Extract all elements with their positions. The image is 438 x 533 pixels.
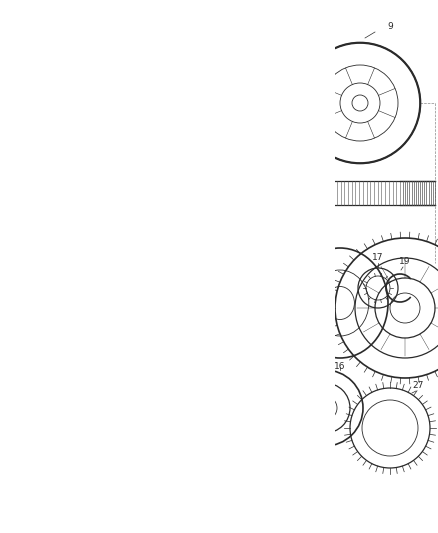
Wedge shape xyxy=(357,163,364,171)
Text: 7: 7 xyxy=(269,83,275,92)
Text: 23: 23 xyxy=(150,372,162,381)
Circle shape xyxy=(207,190,213,196)
Circle shape xyxy=(103,281,127,305)
Text: 17: 17 xyxy=(372,253,384,262)
Text: 13: 13 xyxy=(137,342,149,351)
Text: 22: 22 xyxy=(113,380,124,389)
Wedge shape xyxy=(310,53,318,61)
Wedge shape xyxy=(403,53,410,61)
Text: 10: 10 xyxy=(214,166,226,175)
Text: 16: 16 xyxy=(334,362,346,371)
Wedge shape xyxy=(403,146,410,153)
Text: 15: 15 xyxy=(234,221,246,230)
Text: 14: 14 xyxy=(172,244,184,253)
Text: 5: 5 xyxy=(175,57,181,66)
Text: 19: 19 xyxy=(399,257,411,266)
Text: 6: 6 xyxy=(229,70,235,79)
Text: 11: 11 xyxy=(7,168,19,177)
Text: 14: 14 xyxy=(295,244,307,253)
Text: 27: 27 xyxy=(412,381,424,390)
Wedge shape xyxy=(357,35,364,43)
Text: 20: 20 xyxy=(51,439,63,448)
Text: 2: 2 xyxy=(49,74,55,83)
Wedge shape xyxy=(310,146,318,153)
Bar xyxy=(288,94,318,132)
Text: 9: 9 xyxy=(387,22,393,31)
Text: 25: 25 xyxy=(250,429,261,438)
Text: 8: 8 xyxy=(300,80,306,89)
Text: 4: 4 xyxy=(127,81,133,90)
Text: FRONT & REAR PLANET PINION CARRIER GEARS: FRONT & REAR PLANET PINION CARRIER GEARS xyxy=(18,495,251,505)
Text: 3: 3 xyxy=(94,77,100,86)
Text: 24: 24 xyxy=(212,387,224,396)
Circle shape xyxy=(118,290,140,312)
Text: 26: 26 xyxy=(324,355,336,364)
Circle shape xyxy=(90,290,112,312)
Text: 12: 12 xyxy=(104,241,116,250)
Text: 1: 1 xyxy=(19,90,25,99)
Circle shape xyxy=(104,266,126,288)
Text: 21: 21 xyxy=(78,382,88,391)
Bar xyxy=(0,0,335,533)
